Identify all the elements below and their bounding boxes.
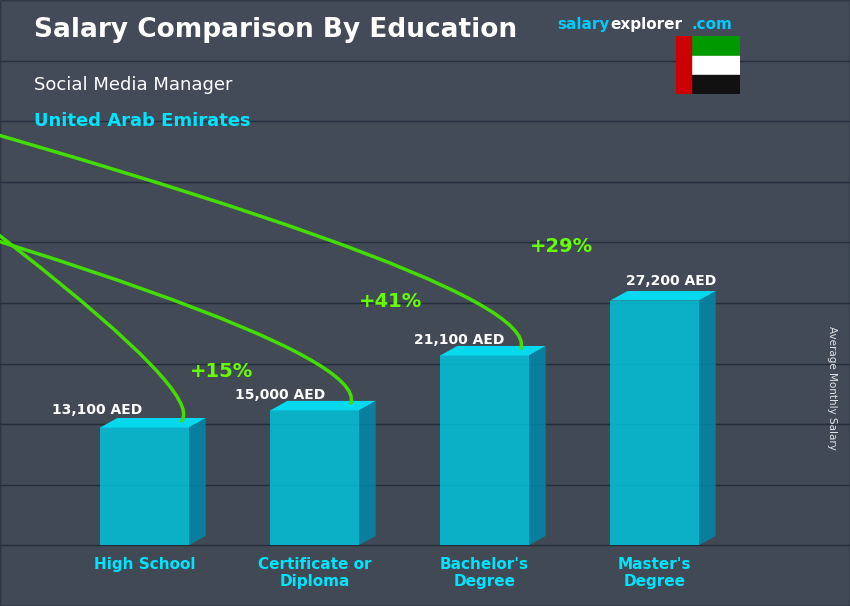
Text: +15%: +15% [190,362,252,381]
Text: 13,100 AED: 13,100 AED [52,402,142,417]
Bar [676,36,740,56]
Bar [100,427,189,545]
Bar [0,303,850,364]
Text: 15,000 AED: 15,000 AED [235,388,326,402]
Text: 27,200 AED: 27,200 AED [626,274,717,288]
Bar [0,242,850,303]
Bar [270,410,359,545]
Bar [0,0,850,61]
Text: Salary Comparison By Education: Salary Comparison By Education [34,17,517,43]
Bar [0,364,850,424]
Bar [676,75,740,94]
Polygon shape [359,401,376,545]
Text: United Arab Emirates: United Arab Emirates [34,112,251,130]
Bar [0,545,850,606]
Bar [676,56,740,75]
Text: explorer: explorer [610,17,683,32]
Text: .com: .com [691,17,732,32]
Polygon shape [529,346,546,545]
Bar [0,121,850,182]
Bar [0,424,850,485]
Text: salary: salary [557,17,609,32]
Bar [610,301,699,545]
Text: +29%: +29% [530,237,592,256]
Polygon shape [440,346,546,356]
Bar [676,36,691,94]
Text: Social Media Manager: Social Media Manager [34,76,233,94]
Polygon shape [189,418,206,545]
Polygon shape [610,291,716,301]
Bar [440,356,529,545]
Bar [0,182,850,242]
Polygon shape [699,291,716,545]
Bar [0,61,850,121]
Text: +41%: +41% [360,292,422,311]
Text: Average Monthly Salary: Average Monthly Salary [827,326,837,450]
Bar [0,485,850,545]
Polygon shape [270,401,376,410]
Polygon shape [100,418,206,427]
Text: 21,100 AED: 21,100 AED [414,333,504,347]
